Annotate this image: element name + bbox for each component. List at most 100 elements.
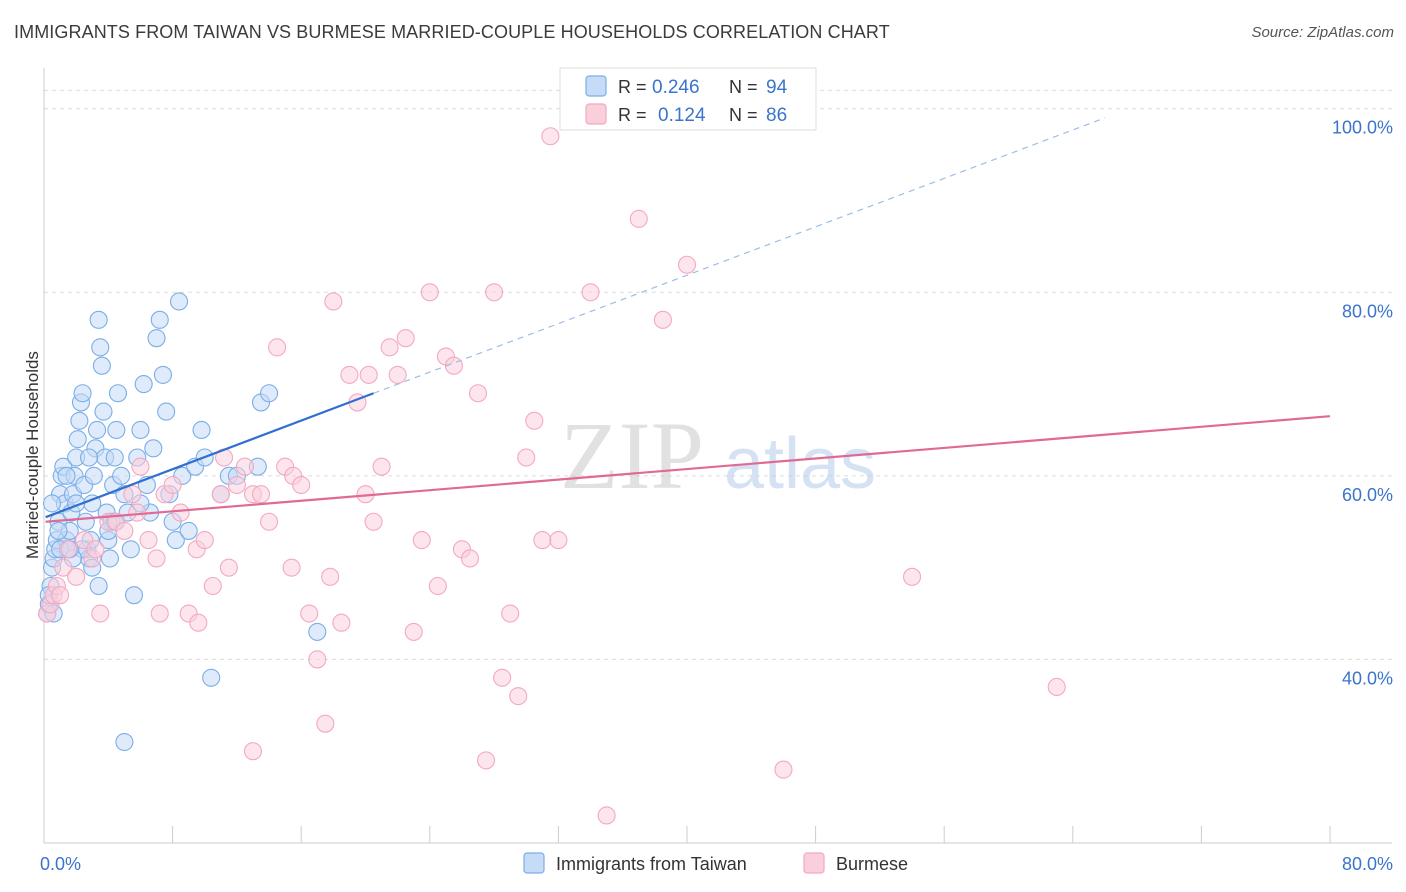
- point-burmese: [139, 531, 158, 550]
- point-taiwan: [192, 420, 211, 440]
- point-burmese: [477, 751, 496, 770]
- point-burmese: [1047, 677, 1066, 697]
- point-burmese: [147, 549, 166, 568]
- y-tick-label: 80.0%: [1342, 301, 1393, 321]
- point-burmese: [219, 558, 238, 577]
- point-burmese: [677, 255, 697, 274]
- series-legend: Immigrants from Taiwan Burmese: [523, 852, 908, 874]
- stats-r-value-burmese: 0.124: [658, 105, 706, 126]
- point-burmese: [195, 531, 214, 550]
- point-burmese: [203, 576, 222, 596]
- legend-swatch-burmese: [803, 852, 825, 874]
- point-taiwan: [124, 586, 144, 605]
- point-burmese: [115, 521, 134, 540]
- point-burmese: [468, 384, 488, 403]
- stats-legend-swatch-burmese: [585, 103, 607, 125]
- point-burmese: [412, 531, 431, 550]
- regression-lines: [45, 117, 1331, 523]
- point-burmese: [517, 448, 536, 467]
- point-burmese: [359, 365, 378, 384]
- y-tick-label: 40.0%: [1342, 668, 1393, 688]
- point-burmese: [282, 558, 301, 577]
- point-taiwan: [166, 531, 185, 550]
- tick-labels: 40.0% 60.0% 80.0% 100.0% 0.0% 80.0%: [40, 118, 1393, 874]
- stats-n-label-burmese: N =: [729, 105, 758, 125]
- point-burmese: [316, 714, 335, 733]
- point-burmese: [581, 283, 600, 302]
- regression-extension-taiwan: [373, 117, 1106, 394]
- point-taiwan: [134, 375, 153, 394]
- point-taiwan: [259, 384, 279, 403]
- point-burmese: [324, 292, 343, 311]
- point-burmese: [364, 512, 383, 531]
- point-burmese: [91, 604, 110, 623]
- point-burmese: [163, 475, 182, 495]
- watermark-zip: ZIP: [560, 402, 704, 509]
- point-burmese: [629, 209, 648, 228]
- regression-line-taiwan: [45, 392, 374, 519]
- point-burmese: [321, 567, 340, 586]
- point-taiwan: [105, 448, 124, 467]
- point-taiwan: [92, 356, 111, 375]
- point-burmese: [485, 283, 504, 302]
- point-taiwan: [79, 448, 99, 467]
- point-taiwan: [144, 439, 163, 458]
- point-taiwan: [68, 430, 87, 449]
- stats-r-value-taiwan: 0.246: [652, 77, 700, 98]
- point-taiwan: [70, 411, 89, 430]
- point-taiwan: [42, 494, 62, 513]
- point-burmese: [171, 503, 190, 522]
- point-burmese: [388, 365, 407, 384]
- point-burmese: [460, 549, 480, 568]
- point-taiwan: [150, 310, 169, 329]
- chart-source: Source: ZipAtlas.com: [1251, 24, 1394, 41]
- point-burmese: [597, 806, 616, 825]
- point-burmese: [332, 613, 351, 632]
- point-burmese: [380, 338, 399, 357]
- point-taiwan: [157, 402, 176, 421]
- point-burmese: [372, 457, 391, 476]
- point-taiwan: [57, 466, 76, 485]
- y-tick-label: 60.0%: [1342, 485, 1393, 505]
- point-taiwan: [115, 732, 134, 752]
- point-taiwan: [89, 310, 108, 329]
- point-taiwan: [153, 365, 173, 384]
- regression-line-burmese: [45, 415, 1331, 523]
- point-burmese: [59, 540, 78, 559]
- point-burmese: [259, 512, 279, 531]
- point-taiwan: [179, 521, 198, 540]
- point-burmese: [189, 613, 208, 632]
- point-burmese: [902, 567, 922, 586]
- stats-n-value-taiwan: 94: [766, 77, 788, 98]
- point-burmese: [493, 668, 512, 687]
- point-taiwan: [84, 466, 103, 485]
- point-burmese: [251, 485, 271, 504]
- point-burmese: [549, 531, 568, 550]
- stats-r-label-burmese: R =: [618, 105, 647, 125]
- legend-swatch-taiwan: [523, 852, 545, 874]
- point-taiwan: [147, 329, 166, 348]
- point-burmese: [300, 604, 319, 623]
- point-taiwan: [121, 540, 140, 559]
- point-burmese: [211, 485, 230, 504]
- point-burmese: [54, 558, 73, 577]
- point-burmese: [292, 475, 311, 495]
- grid-lines: [44, 89, 1392, 660]
- stats-legend-swatch-taiwan: [585, 75, 607, 97]
- point-burmese: [396, 329, 415, 348]
- point-taiwan: [73, 384, 92, 403]
- point-taiwan: [87, 420, 107, 440]
- legend-label-burmese: Burmese: [836, 854, 908, 874]
- point-burmese: [86, 540, 105, 559]
- point-burmese: [404, 622, 423, 641]
- y-tick-label: 100.0%: [1332, 118, 1393, 138]
- point-burmese: [227, 475, 246, 495]
- point-taiwan: [91, 338, 110, 357]
- x-tick-label: 80.0%: [1342, 854, 1393, 874]
- point-taiwan: [169, 292, 189, 311]
- data-points: [38, 99, 1066, 825]
- point-burmese: [235, 457, 254, 476]
- stats-n-label-taiwan: N =: [729, 77, 758, 97]
- point-burmese: [131, 457, 150, 476]
